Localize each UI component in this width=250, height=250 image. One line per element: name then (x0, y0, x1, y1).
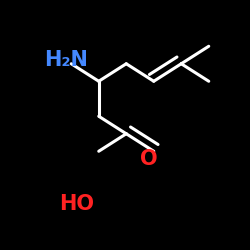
Text: H₂N: H₂N (44, 50, 88, 70)
Text: HO: HO (59, 194, 94, 214)
Text: O: O (140, 149, 158, 169)
